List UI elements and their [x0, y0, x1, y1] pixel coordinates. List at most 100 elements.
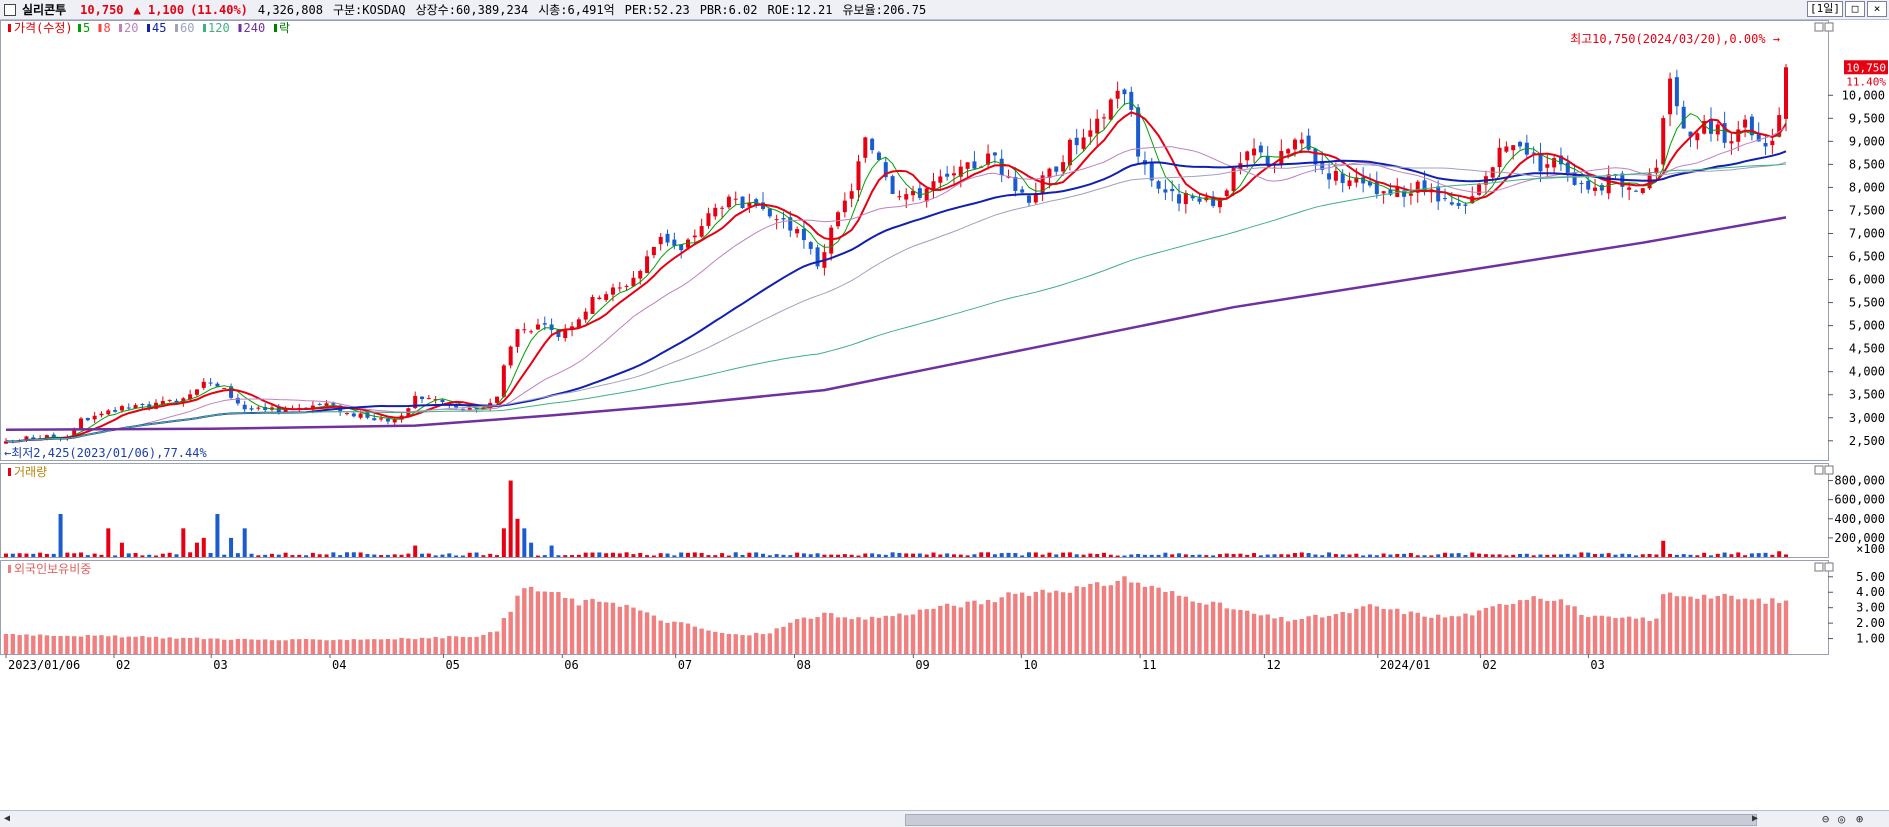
- volume-bar: [576, 554, 581, 557]
- foreign-ratio-bar: [1033, 591, 1039, 654]
- volume-bar: [1190, 554, 1195, 557]
- volume-bar: [1224, 553, 1229, 557]
- volume-bar: [1599, 553, 1604, 557]
- candle-up: [256, 407, 261, 409]
- volume-bar: [399, 554, 404, 557]
- volume-bar: [1081, 554, 1086, 557]
- chart-scrollbar[interactable]: ◀ ▶ ⊖ ◎ ⊕: [0, 810, 1889, 827]
- candle-up: [1784, 67, 1788, 119]
- candle-down: [249, 408, 254, 410]
- foreign-ratio-bar: [474, 636, 479, 654]
- scroll-thumb[interactable]: [905, 814, 1757, 826]
- foreign-ratio-bar: [1333, 614, 1339, 654]
- candle-down: [556, 329, 561, 337]
- zoom-reset-icon[interactable]: ◎: [1838, 812, 1846, 826]
- candle-down: [1129, 91, 1134, 110]
- volume-bar: [174, 554, 179, 557]
- candle-down: [665, 233, 670, 243]
- zoom-out-icon[interactable]: ⊖: [1822, 812, 1830, 826]
- candle-up: [590, 297, 595, 314]
- panel-3-close-icon[interactable]: [1824, 562, 1834, 572]
- foreign-ratio-bar: [1763, 603, 1768, 654]
- stock-name[interactable]: 실리콘투: [22, 3, 67, 17]
- candle-up: [1593, 187, 1598, 191]
- volume-bar: [24, 553, 29, 557]
- volume-bar: [365, 554, 370, 557]
- scroll-left-icon[interactable]: ◀: [4, 813, 11, 824]
- legend-ma-240: 240: [244, 21, 266, 35]
- foreign-ratio-bar: [297, 639, 302, 654]
- candle-up: [856, 161, 861, 191]
- panel-1-restore-icon[interactable]: [1814, 22, 1824, 32]
- foreign-ratio-bar: [426, 638, 432, 654]
- panel-3-restore-icon[interactable]: [1814, 562, 1824, 572]
- volume-bar: [754, 552, 759, 557]
- foreign-ratio-bar: [31, 635, 36, 654]
- candle-down: [317, 404, 322, 406]
- x-tick-label: 08: [797, 658, 811, 672]
- volume-bar: [713, 555, 718, 557]
- foreign-ratio-bar: [58, 636, 63, 654]
- select-checkbox[interactable]: [4, 3, 16, 16]
- candle-down: [1633, 190, 1638, 192]
- foreign-ratio-bar: [1183, 596, 1189, 654]
- candle-down: [1074, 137, 1079, 146]
- volume-bar: [672, 555, 677, 557]
- candle-down: [1402, 190, 1407, 197]
- maximize-icon[interactable]: □: [1845, 1, 1865, 17]
- foreign-ratio-bar: [78, 636, 84, 654]
- volume-bar: [924, 554, 929, 557]
- period-button[interactable]: [1일]: [1807, 1, 1843, 17]
- candle-up: [583, 311, 588, 320]
- foreign-ratio-bar: [733, 634, 738, 654]
- candle-up: [685, 239, 690, 248]
- zoom-in-icon[interactable]: ⊕: [1856, 812, 1864, 826]
- volume-bar: [317, 554, 322, 557]
- close-icon[interactable]: ×: [1867, 1, 1887, 17]
- volume-bar: [556, 555, 561, 557]
- candle-down: [31, 437, 36, 439]
- x-tick-label: 09: [915, 658, 929, 672]
- candle-down: [372, 418, 377, 421]
- volume-bar: [733, 552, 738, 557]
- panel-2-restore-icon[interactable]: [1814, 465, 1824, 475]
- foreign-ratio-bar: [590, 598, 595, 654]
- volume-bar: [945, 553, 950, 557]
- foreign-ratio-bar: [767, 633, 773, 654]
- foreign-ratio-bar: [685, 623, 691, 654]
- legend-ma-20: 20: [124, 21, 138, 35]
- volume-bar: [1170, 554, 1175, 557]
- foreign-ratio-bar: [1715, 595, 1721, 654]
- volume-bar: [1470, 552, 1475, 557]
- volume-bar: [1115, 555, 1120, 557]
- foreign-ratio-bar: [208, 638, 213, 654]
- legend-ma-45: 45: [152, 21, 166, 35]
- x-tick-label: 02: [116, 658, 130, 672]
- foreign-ratio-bar: [1176, 595, 1182, 654]
- foreign-ratio-bar: [126, 636, 131, 654]
- price-tick-label: 9,000: [1849, 134, 1885, 148]
- panel-2-close-icon[interactable]: [1824, 465, 1834, 475]
- foreign-ratio-bar: [890, 616, 895, 654]
- volume-bar: [1784, 554, 1788, 557]
- volume-bar: [1463, 555, 1468, 557]
- volume-bar: [1108, 554, 1113, 557]
- volume-bar: [460, 555, 465, 557]
- legend-marker: [147, 24, 150, 32]
- price-tick-label: 2,500: [1849, 434, 1885, 448]
- volume-bar: [344, 552, 349, 557]
- candle-down: [972, 161, 977, 169]
- volume-bar: [624, 552, 629, 557]
- volume-panel-frame: [0, 463, 1829, 558]
- foreign-ratio-bar: [1442, 617, 1448, 654]
- panel-1-close-icon[interactable]: [1824, 22, 1834, 32]
- price-tick-label: 8,000: [1849, 180, 1885, 194]
- volume-bar: [1688, 554, 1693, 557]
- candle-up: [106, 410, 111, 415]
- stock-chart[interactable]: 2,500 3,000 3,500 4,000 4,500 5,000 5,500 6,000…: [0, 20, 1889, 810]
- ma5-line: [5, 101, 1787, 443]
- scroll-right-icon[interactable]: ▶: [1752, 813, 1759, 824]
- candle-down: [1422, 180, 1427, 191]
- foreign-ratio-bar: [897, 613, 902, 654]
- volume-bar: [1708, 555, 1713, 557]
